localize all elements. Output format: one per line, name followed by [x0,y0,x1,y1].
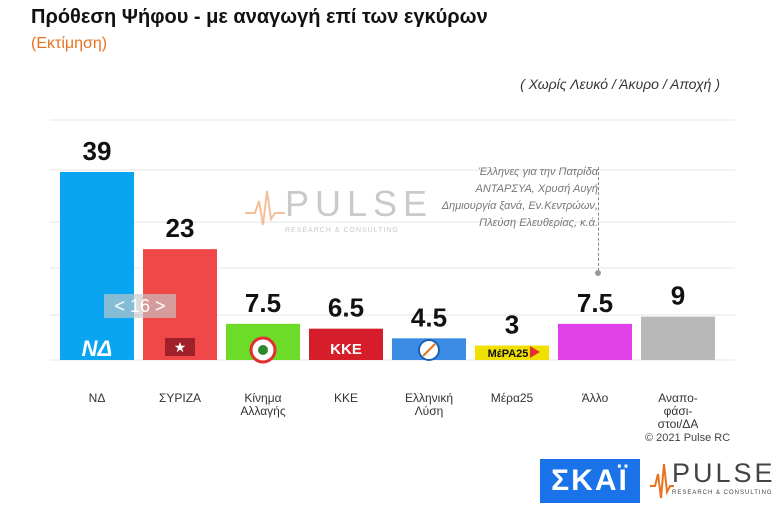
category-label-7-2: στοι/ΔΑ [658,417,699,431]
category-label-1-0: ΣΥΡΙΖΑ [159,391,201,405]
nd-logo-icon: ΝΔ [82,336,113,361]
syriza-logo-icon [165,338,195,356]
category-label-7-0: Αναπο- [658,391,698,405]
others-line-1: Έλληνες για την Πατρίδα [478,166,598,178]
others-line-4: Πλεύση Ελευθερίας, κ.ά. [479,217,598,229]
value-label-5: 3 [505,310,519,340]
others-line-3: Δημιουργία ξανά, Εν.Κεντρώων, [441,200,598,212]
value-labels: 39 23 7.5 6.5 4.5 3 7.5 9 [83,136,686,340]
exclusion-note: ( Χωρίς Λευκό / Άκυρο / Αποχή ) [520,76,720,92]
others-connector-dot [595,270,601,276]
mera25-arrow-icon [530,346,540,358]
category-label-5-0: Μέρα25 [491,391,534,405]
category-label-2-0: Κίνημα [244,391,281,405]
watermark-tagline: RESEARCH & CONSULTING [285,227,399,234]
watermark-word: PULSE [285,183,434,224]
bar-7 [641,316,715,360]
value-label-2: 7.5 [245,288,281,318]
value-label-0: 39 [83,136,112,166]
pulse-logo: PULSE RESEARCH & CONSULTING [650,458,773,504]
pulse-logo-word: PULSE [672,458,776,488]
category-label-4-0: Ελληνική [405,391,453,405]
category-label-7-1: φάσι- [664,404,693,418]
bar-6 [558,323,632,360]
pulse-wave-icon [245,190,285,226]
pulse-logo-wave-icon [650,463,674,499]
value-label-7: 9 [671,281,685,311]
copyright: © 2021 Pulse RC [645,432,731,444]
category-label-3-0: ΚΚΕ [334,391,358,405]
value-label-4: 4.5 [411,302,447,332]
others-line-2: ΑΝΤΑΡΣΥΑ, Χρυσή Αυγή [475,183,599,195]
mera25-logo-icon: ΜέΡΑ25 [488,348,529,360]
value-label-1: 23 [166,213,195,243]
value-label-6: 7.5 [577,288,613,318]
syriza-star-icon: ★ [174,339,187,355]
value-label-3: 6.5 [328,293,364,323]
pulse-logo-tagline: RESEARCH & CONSULTING [672,490,773,496]
category-label-4-1: Λύση [415,404,444,418]
skai-logo: ΣΚΑΪ [540,459,640,503]
category-label-2-1: Αλλαγής [240,404,285,418]
page-badge: < 16 > [104,294,176,318]
category-label-0-0: ΝΔ [89,391,106,405]
party-marks: ΝΔ ★ ΚΚΕ ΜέΡΑ25 [82,336,540,364]
others-note: Έλληνες για την Πατρίδα ΑΝΤΑΡΣΥΑ, Χρυσή … [430,164,598,232]
bar-3 [309,328,383,360]
chart-subtitle: (Εκτίμηση) [31,35,108,52]
bar-0 [60,172,134,360]
category-label-6-0: Άλλο [582,391,609,405]
kke-logo-icon: ΚΚΕ [330,341,362,358]
bars [60,172,715,360]
elliniki-lysi-needle-icon [422,343,436,357]
others-connector [598,167,599,271]
chart-title: Πρόθεση Ψήφου - με αναγωγή επί των εγκύρ… [31,6,488,28]
kinal-logo-center-icon [258,345,268,355]
